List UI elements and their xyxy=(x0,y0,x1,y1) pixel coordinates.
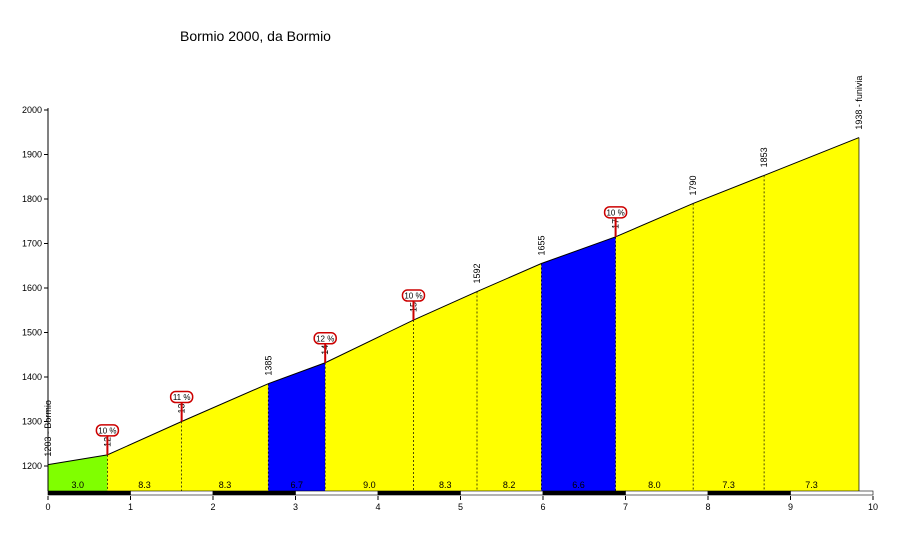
km-bar-block-6 xyxy=(542,490,626,496)
y-tick-label-1900: 1900 xyxy=(22,150,42,160)
badge-box-3 xyxy=(401,289,426,302)
y-tick-label-1800: 1800 xyxy=(22,194,42,204)
profile-segment-7 xyxy=(541,236,616,491)
profile-segment-9 xyxy=(693,175,765,492)
elevation-label-6: 1592 xyxy=(472,264,482,284)
elevation-label-9: 1790 xyxy=(688,175,698,195)
x-tick-label-6: 6 xyxy=(540,502,545,512)
profile-segment-5 xyxy=(413,291,477,491)
y-tick-label-1200: 1200 xyxy=(22,461,42,471)
elevation-label-3: 1385 xyxy=(263,356,273,376)
km-bar-block-0 xyxy=(47,490,131,496)
profile-line xyxy=(47,137,860,466)
gradient-label-10: 7.3 xyxy=(805,480,818,490)
km-bar-block-4 xyxy=(377,490,461,496)
km-bar-block-5 xyxy=(460,490,544,496)
y-tick-label-2000: 2000 xyxy=(22,105,42,115)
x-tick-label-3: 3 xyxy=(293,502,298,512)
profile-areas xyxy=(48,137,859,492)
profile-outline xyxy=(47,137,860,491)
profile-segment-4 xyxy=(325,320,414,491)
gradient-label-3: 6.7 xyxy=(290,480,303,490)
profile-segment-1 xyxy=(107,421,182,491)
segment-dividers xyxy=(107,175,765,491)
x-tick-label-2: 2 xyxy=(210,502,215,512)
badge-box-2 xyxy=(313,332,337,345)
km-bar-block-9 xyxy=(790,490,874,496)
x-tick-label-7: 7 xyxy=(623,502,628,512)
badge-label-3: 10 % xyxy=(404,292,422,301)
gradient-label-6: 8.2 xyxy=(503,480,516,490)
gradient-labels: 3.0 8.3 8.3 6.7 9.0 8.3 8.2 6.6 8.0 7.3 7.3 xyxy=(71,480,817,490)
elevation-label-0: 1203 - Bormio xyxy=(43,400,53,457)
gradient-label-4: 9.0 xyxy=(363,480,376,490)
gradient-label-5: 8.3 xyxy=(439,480,452,490)
km-bar-block-8 xyxy=(707,490,791,496)
y-tick-label-1500: 1500 xyxy=(22,328,42,338)
elevation-label-10: 1853 xyxy=(759,147,769,167)
elevation-label-11: 1938 - funivia xyxy=(854,76,864,130)
x-tick-label-8: 8 xyxy=(705,502,710,512)
km-bar-block-2 xyxy=(212,490,296,496)
y-tick-label-1700: 1700 xyxy=(22,239,42,249)
badge-label-2: 12 % xyxy=(316,334,334,343)
gradient-label-2: 8.3 xyxy=(219,480,232,490)
km-bar xyxy=(47,490,874,496)
badge-box-1 xyxy=(169,390,194,404)
badge-box-0 xyxy=(95,424,120,437)
profile-segment-2 xyxy=(181,383,269,491)
gradient-label-7: 6.6 xyxy=(572,480,585,490)
profile-segment-6 xyxy=(477,263,542,491)
x-tick-label-0: 0 xyxy=(45,502,50,512)
y-tick-label-1300: 1300 xyxy=(22,417,42,427)
max-gradient-badges: 10 % 11 % 12 % 10 % 10 % xyxy=(95,206,628,455)
elevation-label-7: 1655 xyxy=(536,235,546,255)
y-tick-label-1400: 1400 xyxy=(22,372,42,382)
gradient-label-8: 8.0 xyxy=(648,480,661,490)
badge-label-1: 11 % xyxy=(173,393,191,402)
x-tick-label-1: 1 xyxy=(128,502,133,512)
x-tick-label-10: 10 xyxy=(868,502,878,512)
profile-segment-8 xyxy=(615,203,694,491)
x-tick-label-5: 5 xyxy=(458,502,463,512)
gradient-label-0: 3.0 xyxy=(71,480,84,490)
chart-title: Bormio 2000, da Bormio xyxy=(180,28,331,44)
axes: 1200 1300 1400 1500 1600 1700 1800 1900 2000 0 1 2 3… xyxy=(22,105,878,512)
x-tick-label-9: 9 xyxy=(788,502,793,512)
gradient-label-9: 7.3 xyxy=(722,480,735,490)
profile-segment-10 xyxy=(764,137,859,491)
profile-segment-0 xyxy=(48,454,108,491)
x-tick-label-4: 4 xyxy=(375,502,380,512)
km-bar-block-3 xyxy=(295,490,379,496)
badge-label-0: 10 % xyxy=(98,426,116,435)
gradient-label-1: 8.3 xyxy=(138,480,151,490)
badge-label-4: 10 % xyxy=(606,208,624,217)
y-tick-label-1600: 1600 xyxy=(22,283,42,293)
badge-box-4 xyxy=(603,206,628,219)
profile-segment-3 xyxy=(268,362,326,491)
km-bar-block-7 xyxy=(625,490,709,496)
km-bar-block-1 xyxy=(130,490,214,496)
